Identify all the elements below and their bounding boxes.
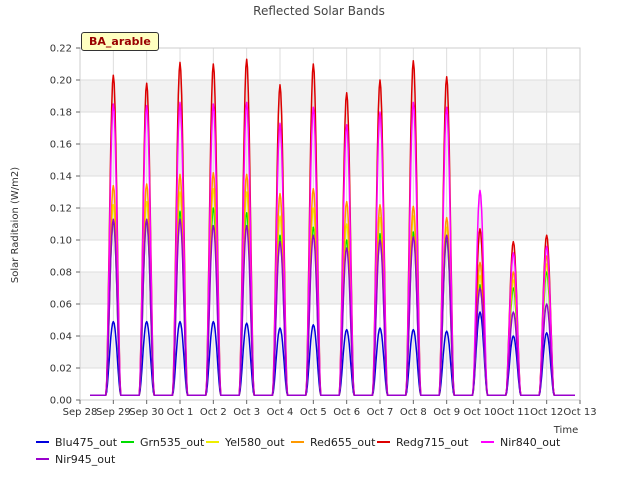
- legend-swatch: [36, 441, 49, 443]
- x-tick-label: Sep 30: [129, 407, 164, 418]
- background-band: [80, 336, 580, 368]
- x-tick-label: Oct 12: [530, 407, 563, 418]
- y-tick-label: 0.04: [50, 332, 72, 343]
- site-badge: BA_arable: [81, 32, 159, 51]
- y-tick-label: 0.06: [50, 300, 72, 311]
- y-tick-label: 0.14: [50, 172, 72, 183]
- legend-label: Blu475_out: [55, 436, 118, 449]
- legend-label: Redg715_out: [396, 436, 469, 449]
- y-tick-label: 0.18: [50, 108, 72, 119]
- y-tick-label: 0.02: [50, 364, 72, 375]
- x-tick-label: Sep 29: [96, 407, 131, 418]
- x-tick-label: Oct 1: [167, 407, 194, 418]
- x-tick-label: Oct 5: [300, 407, 327, 418]
- legend-item-grn535_out: Grn535_out: [121, 436, 204, 450]
- background-band: [80, 80, 580, 112]
- legend-label: Nir945_out: [55, 453, 116, 466]
- x-tick-label: Oct 9: [433, 407, 460, 418]
- x-tick-label: Oct 11: [497, 407, 530, 418]
- legend-label: Nir840_out: [500, 436, 561, 449]
- y-tick-label: 0.16: [50, 140, 72, 151]
- background-bands: [80, 80, 580, 368]
- x-tick-label: Oct 8: [400, 407, 427, 418]
- legend-item-blu475_out: Blu475_out: [36, 436, 117, 450]
- legend-swatch: [291, 441, 304, 443]
- chart-title: Reflected Solar Bands: [253, 4, 385, 18]
- legend-label: Grn535_out: [140, 436, 205, 449]
- y-tick-label: 0.12: [50, 204, 72, 215]
- legend-swatch: [206, 441, 219, 443]
- background-band: [80, 208, 580, 240]
- x-tick-label: Sep 28: [63, 407, 98, 418]
- legend-swatch: [481, 441, 494, 443]
- x-axis-title: Time: [553, 425, 578, 436]
- plot-frame: [79, 47, 581, 401]
- y-tick-label: 0.10: [50, 236, 72, 247]
- legend-label: Red655_out: [310, 436, 376, 449]
- y-tick-label: 0.00: [50, 396, 72, 407]
- legend-label: Yel580_out: [225, 436, 285, 449]
- background-band: [80, 144, 580, 176]
- y-axis-title: Solar Raditaion (W/m2): [10, 167, 21, 283]
- x-tick-label: Oct 13: [563, 407, 596, 418]
- x-tick-label: Oct 7: [367, 407, 394, 418]
- x-tick-label: Oct 4: [267, 407, 294, 418]
- legend-swatch: [36, 458, 49, 460]
- background-band: [80, 272, 580, 304]
- legend-item-yel580_out: Yel580_out: [206, 436, 285, 450]
- legend-item-nir945_out: Nir945_out: [36, 453, 115, 467]
- legend-item-redg715_out: Redg715_out: [377, 436, 468, 450]
- y-tick-label: 0.20: [50, 76, 72, 87]
- y-tick-label: 0.22: [50, 44, 72, 55]
- legend-item-red655_out: Red655_out: [291, 436, 375, 450]
- x-tick-label: Oct 6: [333, 407, 360, 418]
- series-lines: [90, 58, 575, 396]
- x-tick-label: Oct 3: [233, 407, 260, 418]
- x-tick-label: Oct 10: [463, 407, 496, 418]
- legend-swatch: [377, 441, 390, 443]
- legend-item-nir840_out: Nir840_out: [481, 436, 560, 450]
- y-axis-ticks: 0.00 0.02 0.04 0.06 0.08 0.10 0.12 0.14 0.16 0.18…: [50, 44, 80, 407]
- x-tick-label: Oct 2: [200, 407, 227, 418]
- y-tick-label: 0.08: [50, 268, 72, 279]
- legend-swatch: [121, 441, 134, 443]
- series-line-nir945_out: [90, 218, 575, 396]
